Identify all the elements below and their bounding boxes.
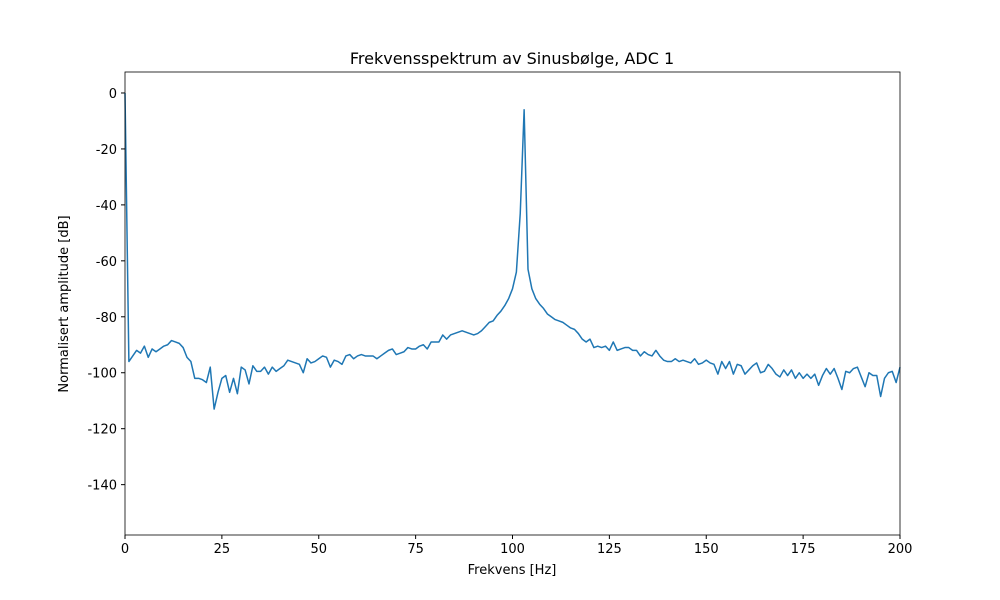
y-tick-label: -100 [87, 367, 117, 382]
x-tick-label: 200 [888, 542, 913, 557]
x-tick-label: 100 [500, 542, 525, 557]
plot-frame [124, 71, 901, 536]
chart-title: Frekvensspektrum av Sinusbølge, ADC 1 [350, 49, 674, 68]
y-tick-label: -60 [96, 255, 117, 270]
y-axis-label: Normalisert amplitude [dB] [57, 215, 72, 392]
y-tick-label: -120 [87, 423, 117, 438]
y-tick-label: -40 [96, 199, 117, 214]
x-tick-label: 150 [694, 542, 719, 557]
x-tick-label: 50 [310, 542, 327, 557]
y-tick-label: -80 [96, 311, 117, 326]
y-tick-label: -140 [87, 479, 117, 494]
y-tick-label: 0 [109, 87, 117, 102]
x-axis-label: Frekvens [Hz] [468, 563, 557, 578]
x-tick-label: 25 [214, 542, 231, 557]
x-tick-label: 75 [407, 542, 424, 557]
x-tick-label: 0 [121, 542, 129, 557]
y-tick-label: -20 [96, 143, 117, 158]
x-tick-label: 125 [597, 542, 622, 557]
x-tick-label: 175 [791, 542, 816, 557]
line-series [124, 92, 901, 410]
